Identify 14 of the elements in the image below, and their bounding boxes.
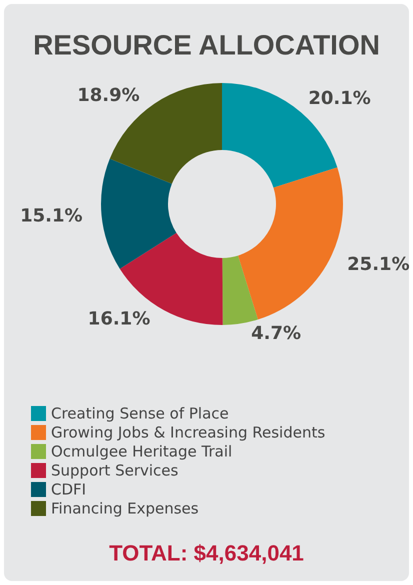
data-label: 18.9%: [77, 84, 140, 106]
data-label: 25.1%: [347, 254, 410, 276]
legend-label: Ocmulgee Heritage Trail: [51, 442, 232, 460]
legend-label: CDFI: [51, 480, 86, 498]
legend-label: Financing Expenses: [51, 500, 199, 518]
legend-label: Creating Sense of Place: [51, 404, 229, 422]
data-label: 20.1%: [308, 88, 371, 109]
legend-label: Support Services: [51, 462, 178, 480]
data-label: 15.1%: [20, 205, 83, 226]
data-label: 4.7%: [251, 322, 302, 344]
legend-label: Growing Jobs & Increasing Residents: [51, 424, 326, 442]
text: TOTAL: $4,634,041: [109, 540, 304, 566]
chart-title: RESOURCE ALLOCATION: [33, 30, 380, 60]
data-label: 16.1%: [88, 308, 150, 330]
